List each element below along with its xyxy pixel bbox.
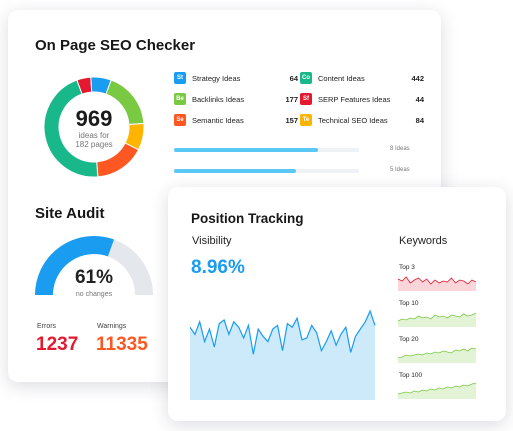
errors-value: 1237 (36, 334, 79, 355)
ideas-bar-2-label: 5 Ideas (390, 167, 410, 173)
visibility-value: 8.96% (191, 257, 245, 278)
visibility-label: Visibility (192, 235, 232, 247)
serp-badge-icon: Sf (300, 93, 312, 105)
idea-count: 44 (415, 94, 424, 104)
ideas-bar-1 (174, 148, 359, 152)
site-audit-gauge (35, 236, 153, 296)
kw-top3-label: Top 3 (399, 264, 415, 271)
warnings-label: Warnings (97, 323, 127, 330)
visibility-area-chart (190, 309, 376, 400)
idea-row-semantic[interactable]: Se Semantic Ideas 157 (174, 113, 298, 127)
idea-label: Backlinks Ideas (192, 94, 245, 104)
kw-top20-sparkline (398, 347, 477, 363)
kw-top10-sparkline (398, 312, 477, 327)
kw-top100-sparkline (398, 382, 477, 399)
audit-percent: 61% (74, 267, 114, 288)
ideas-bar-1-fill (174, 148, 319, 152)
idea-row-technical[interactable]: Te Technical SEO Ideas 84 (300, 113, 424, 127)
ideas-donut-chart (43, 76, 145, 178)
idea-label: Semantic Ideas (192, 115, 244, 125)
ideas-sub-2: 182 pages (75, 140, 113, 149)
idea-label: Content Ideas (318, 73, 365, 83)
errors-label: Errors (37, 323, 57, 330)
site-audit-title: Site Audit (35, 205, 105, 222)
kw-top10-label: Top 10 (399, 300, 419, 307)
warnings-value: 11335 (96, 334, 148, 355)
content-badge-icon: Co (300, 72, 312, 84)
ideas-sub-1: ideas for (78, 131, 110, 140)
position-tracking-card: Position Tracking Visibility 8.96% Keywo… (168, 187, 506, 421)
idea-label: Technical SEO Ideas (318, 115, 388, 125)
strategy-badge-icon: St (174, 72, 186, 84)
idea-count: 442 (411, 73, 424, 83)
technical-badge-icon: Te (300, 114, 312, 126)
idea-count: 157 (285, 115, 298, 125)
ideas-bar-2-fill (174, 169, 297, 173)
seo-checker-title: On Page SEO Checker (35, 37, 196, 54)
position-tracking-title: Position Tracking (191, 211, 304, 226)
kw-top100-label: Top 100 (399, 372, 423, 379)
idea-row-strategy[interactable]: St Strategy Ideas 64 (174, 71, 298, 85)
kw-top3-sparkline (398, 276, 477, 291)
idea-count: 177 (285, 94, 298, 104)
audit-sub: no changes (75, 291, 113, 298)
idea-label: Strategy Ideas (192, 73, 241, 83)
idea-row-backlinks[interactable]: Be Backlinks Ideas 177 (174, 92, 298, 106)
idea-row-content[interactable]: Co Content Ideas 442 (300, 71, 424, 85)
idea-row-serp[interactable]: Sf SERP Features Ideas 44 (300, 92, 424, 106)
backlinks-badge-icon: Be (174, 93, 186, 105)
donut-segment (43, 79, 99, 178)
idea-count: 64 (289, 73, 298, 83)
kw-top20-label: Top 20 (399, 336, 419, 343)
ideas-total: 969 (75, 106, 113, 131)
idea-count: 84 (415, 115, 424, 125)
semantic-badge-icon: Se (174, 114, 186, 126)
ideas-bar-1-label: 8 Ideas (390, 146, 410, 152)
ideas-bar-2 (174, 169, 359, 173)
idea-label: SERP Features Ideas (318, 94, 391, 104)
keywords-label: Keywords (399, 235, 448, 247)
